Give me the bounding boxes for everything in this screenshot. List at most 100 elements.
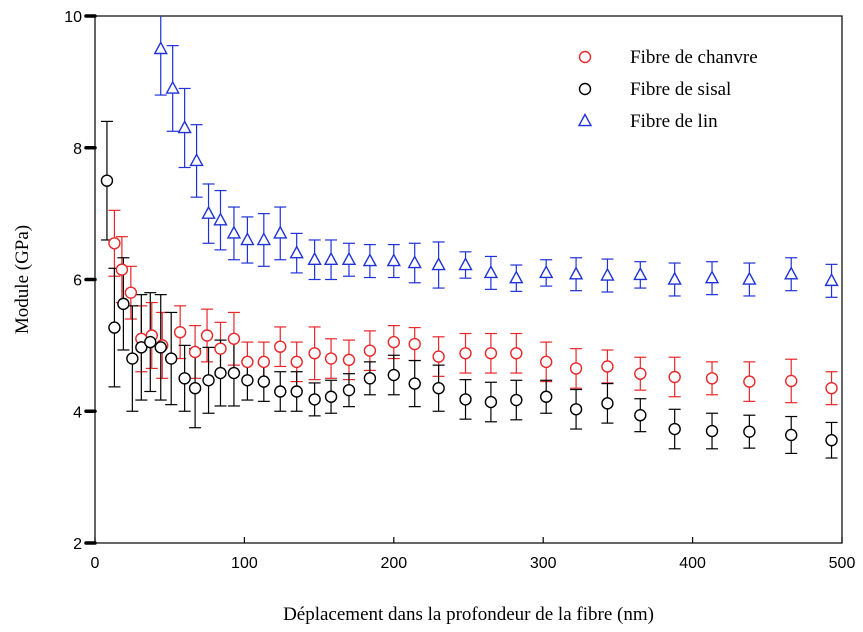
data-point: [188, 381, 202, 395]
data-point: [324, 390, 338, 403]
x-tick-label: 300: [530, 555, 557, 572]
data-point: [227, 332, 241, 345]
legend-marker: [577, 113, 593, 127]
data-point: [153, 40, 168, 55]
data-point: [539, 355, 553, 369]
data-point: [667, 271, 682, 285]
data-point: [431, 257, 446, 271]
data-point: [634, 367, 647, 380]
data-point: [484, 395, 498, 409]
data-point: [743, 375, 756, 388]
data-point: [668, 370, 681, 384]
data-point: [705, 372, 719, 385]
axes: 0 100 200 300 400 500 2 4 6 8 10: [64, 9, 855, 572]
data-point: [363, 372, 377, 385]
data-point: [432, 350, 445, 363]
data-point: [241, 355, 254, 369]
data-point: [307, 251, 322, 265]
data-point: [201, 205, 216, 219]
data-markers: [100, 40, 839, 447]
data-point: [189, 152, 204, 167]
data-point: [539, 390, 553, 403]
data-point: [177, 120, 192, 134]
data-point: [705, 424, 719, 438]
data-point: [200, 329, 214, 342]
data-point: [178, 372, 191, 385]
data-point: [165, 80, 180, 94]
data-point: [408, 377, 421, 390]
data-point: [387, 368, 400, 382]
data-point: [362, 253, 378, 267]
data-point: [785, 374, 798, 388]
y-tick-label: 6: [73, 273, 82, 290]
data-point: [241, 374, 254, 387]
data-point: [704, 270, 720, 284]
y-axis-title: Module (GPa): [12, 225, 33, 334]
data-point: [290, 355, 303, 369]
data-point: [256, 232, 271, 246]
error-bars: [100, 16, 838, 459]
data-point: [308, 347, 321, 360]
data-point: [600, 267, 615, 281]
x-tick-label: 0: [91, 555, 100, 572]
data-point: [363, 344, 377, 357]
data-point: [117, 297, 130, 311]
data-point: [164, 352, 178, 365]
x-tick-label: 500: [829, 555, 856, 572]
data-point: [459, 393, 472, 406]
y-tick-label: 2: [73, 536, 82, 553]
y-tick-label: 10: [64, 9, 82, 26]
legend-label: Fibre de sisal: [630, 79, 731, 100]
data-point: [257, 375, 271, 388]
data-point: [342, 383, 356, 397]
x-tick-label: 200: [380, 555, 407, 572]
data-point: [601, 360, 614, 373]
legend: Fibre de chanvre Fibre de sisal Fibre de l…: [577, 47, 758, 132]
x-tick-label: 100: [231, 555, 258, 572]
data-point: [257, 355, 271, 369]
data-point: [825, 434, 838, 447]
data-point: [743, 425, 756, 438]
data-point: [408, 337, 421, 351]
data-point: [308, 393, 321, 406]
data-point: [135, 341, 148, 354]
legend-item: Fibre de sisal: [578, 79, 731, 100]
data-point: [568, 266, 584, 280]
legend-marker: [578, 82, 592, 96]
data-point: [510, 393, 523, 407]
data-point: [214, 366, 227, 380]
data-point: [784, 266, 799, 280]
legend-label: Fibre de chanvre: [630, 47, 758, 68]
data-point: [569, 362, 583, 375]
data-point: [484, 347, 498, 360]
data-point: [633, 266, 648, 281]
data-point: [509, 270, 524, 284]
data-point: [108, 237, 121, 250]
data-point: [407, 255, 422, 269]
data-point: [824, 272, 839, 287]
data-point: [386, 253, 401, 267]
legend-item: Fibre de chanvre: [578, 47, 758, 68]
data-point: [341, 251, 357, 265]
data-point: [115, 263, 129, 276]
data-point: [214, 342, 227, 355]
x-tick-label: 400: [679, 555, 706, 572]
data-point: [274, 385, 287, 398]
data-point: [785, 428, 798, 442]
data-point: [202, 374, 215, 387]
data-point: [459, 347, 472, 360]
data-point: [825, 381, 838, 395]
data-point: [289, 245, 304, 259]
legend-marker: [578, 50, 592, 64]
data-point: [742, 271, 757, 285]
data-point: [154, 341, 167, 354]
data-point: [290, 385, 303, 398]
data-point: [569, 403, 583, 416]
data-point: [510, 347, 523, 360]
data-point: [432, 381, 445, 395]
data-point: [483, 264, 499, 279]
y-tick-label: 8: [73, 141, 82, 158]
data-point: [387, 335, 400, 349]
data-point: [240, 232, 255, 246]
